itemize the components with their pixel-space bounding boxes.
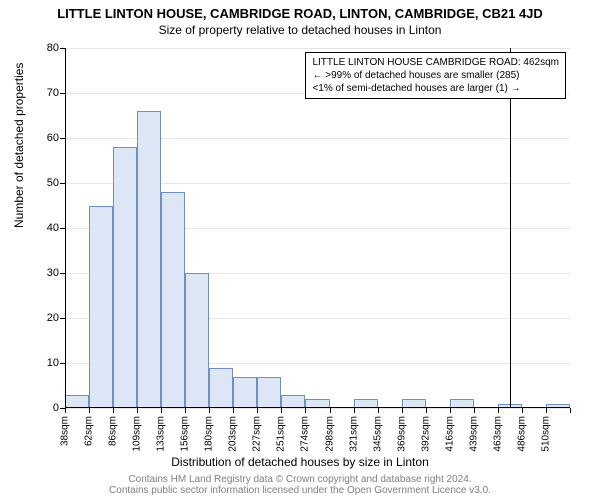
xtick-label: 345sqm [372,416,383,452]
ytick-label: 50 [47,177,59,189]
caption-line-1: Contains HM Land Registry data © Crown c… [128,474,471,485]
xtick-label: 321sqm [348,416,359,452]
histogram-bar [257,377,281,409]
xtick-mark [233,408,234,413]
chart-annotation-box: LITTLE LINTON HOUSE CAMBRIDGE ROAD: 462s… [305,52,566,99]
annotation-line: LITTLE LINTON HOUSE CAMBRIDGE ROAD: 462s… [312,56,559,69]
xtick-label: 510sqm [540,416,551,452]
histogram-bar [65,395,89,409]
annotation-line: <1% of semi-detached houses are larger (… [312,82,559,95]
xtick-mark [281,408,282,413]
xtick-mark [522,408,523,413]
xtick-label: 486sqm [516,416,527,452]
y-axis [65,48,66,408]
xtick-mark [498,408,499,413]
xtick-mark [209,408,210,413]
xtick-label: 109sqm [132,416,143,452]
xtick-label: 369sqm [396,416,407,452]
xtick-mark [450,408,451,413]
xtick-mark [65,408,66,413]
grid-line [65,48,570,49]
xtick-label: 298sqm [324,416,335,452]
xtick-label: 86sqm [108,416,119,446]
xtick-label: 133sqm [156,416,167,452]
x-axis [65,407,570,408]
ytick-label: 0 [53,402,59,414]
histogram-bar [185,273,209,408]
xtick-label: 62sqm [84,416,95,446]
xtick-label: 439sqm [468,416,479,452]
xtick-label: 416sqm [444,416,455,452]
footer-caption: Contains HM Land Registry data © Crown c… [0,474,600,496]
ytick-label: 70 [47,87,59,99]
xtick-mark [426,408,427,413]
histogram-bar [281,395,305,409]
xtick-mark [257,408,258,413]
y-axis-label: Number of detached properties [12,63,26,228]
histogram-bar [209,368,233,409]
ytick-label: 20 [47,312,59,324]
xtick-mark [185,408,186,413]
xtick-mark [474,408,475,413]
xtick-mark [330,408,331,413]
annotation-line: ← >99% of detached houses are smaller (2… [312,69,559,82]
histogram-bar [89,206,113,409]
xtick-mark [570,408,571,413]
xtick-mark [354,408,355,413]
xtick-mark [137,408,138,413]
xtick-label: 251sqm [276,416,287,452]
xtick-label: 392sqm [420,416,431,452]
xtick-label: 156sqm [180,416,191,452]
xtick-mark [89,408,90,413]
chart-plot-area: 0102030405060708038sqm62sqm86sqm109sqm13… [65,48,570,408]
xtick-label: 463sqm [492,416,503,452]
histogram-bar [161,192,185,408]
xtick-label: 180sqm [204,416,215,452]
property-marker-line [510,48,511,408]
xtick-mark [161,408,162,413]
histogram-bar [233,377,257,409]
page-title: LITTLE LINTON HOUSE, CAMBRIDGE ROAD, LIN… [0,0,600,21]
ytick-label: 10 [47,357,59,369]
xtick-mark [378,408,379,413]
xtick-mark [546,408,547,413]
xtick-label: 38sqm [60,416,71,446]
histogram-bar [113,147,137,408]
ytick-label: 80 [47,42,59,54]
ytick-label: 60 [47,132,59,144]
histogram-bar [137,111,161,408]
grid-line [65,408,570,409]
xtick-label: 203sqm [228,416,239,452]
chart-subtitle: Size of property relative to detached ho… [0,21,600,37]
ytick-label: 40 [47,222,59,234]
xtick-mark [305,408,306,413]
xtick-label: 274sqm [300,416,311,452]
xtick-mark [402,408,403,413]
caption-line-2: Contains public sector information licen… [109,485,491,496]
x-axis-label: Distribution of detached houses by size … [0,455,600,469]
xtick-mark [113,408,114,413]
xtick-label: 227sqm [252,416,263,452]
ytick-label: 30 [47,267,59,279]
